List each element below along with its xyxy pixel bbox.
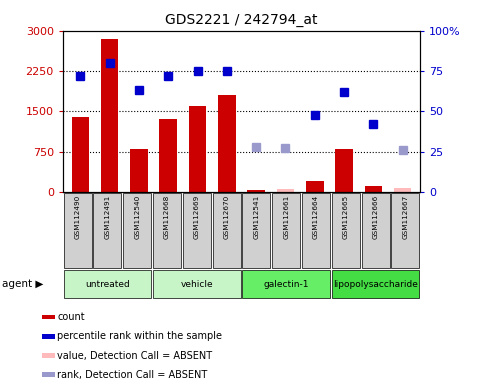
- Text: vehicle: vehicle: [181, 280, 213, 289]
- Text: GSM112670: GSM112670: [224, 194, 229, 238]
- Text: GSM112664: GSM112664: [313, 194, 319, 238]
- Bar: [218, 95, 236, 192]
- Bar: [123, 193, 151, 268]
- Text: GSM112665: GSM112665: [343, 194, 349, 238]
- Bar: [153, 270, 241, 298]
- Bar: [43, 315, 55, 319]
- Text: percentile rank within the sample: percentile rank within the sample: [57, 331, 222, 341]
- Bar: [272, 193, 300, 268]
- Bar: [94, 193, 121, 268]
- Bar: [332, 270, 419, 298]
- Bar: [183, 193, 211, 268]
- Bar: [394, 188, 412, 192]
- Bar: [306, 181, 324, 192]
- Bar: [302, 193, 330, 268]
- Bar: [391, 193, 419, 268]
- Bar: [64, 270, 151, 298]
- Text: GSM112491: GSM112491: [104, 194, 111, 238]
- Bar: [242, 193, 270, 268]
- Text: GSM112667: GSM112667: [402, 194, 408, 238]
- Text: lipopolysaccharide: lipopolysaccharide: [333, 280, 418, 289]
- Bar: [43, 372, 55, 377]
- Text: GSM112669: GSM112669: [194, 194, 200, 238]
- Bar: [362, 193, 389, 268]
- Bar: [130, 149, 148, 192]
- Text: count: count: [57, 312, 85, 322]
- Text: GSM112541: GSM112541: [254, 194, 259, 238]
- Text: agent ▶: agent ▶: [2, 279, 44, 289]
- Text: GDS2221 / 242794_at: GDS2221 / 242794_at: [165, 13, 318, 27]
- Bar: [101, 39, 118, 192]
- Bar: [365, 185, 382, 192]
- Bar: [247, 190, 265, 192]
- Bar: [213, 193, 241, 268]
- Bar: [242, 270, 330, 298]
- Bar: [277, 189, 294, 192]
- Bar: [43, 353, 55, 358]
- Text: GSM112490: GSM112490: [75, 194, 81, 238]
- Text: GSM112661: GSM112661: [283, 194, 289, 238]
- Bar: [189, 106, 206, 192]
- Text: value, Detection Call = ABSENT: value, Detection Call = ABSENT: [57, 351, 213, 361]
- Text: galectin-1: galectin-1: [263, 280, 309, 289]
- Text: GSM112540: GSM112540: [134, 194, 140, 238]
- Bar: [64, 193, 92, 268]
- Bar: [153, 193, 181, 268]
- Bar: [332, 193, 360, 268]
- Text: GSM112666: GSM112666: [372, 194, 379, 238]
- Bar: [43, 334, 55, 339]
- Bar: [159, 119, 177, 192]
- Bar: [335, 149, 353, 192]
- Text: GSM112668: GSM112668: [164, 194, 170, 238]
- Text: untreated: untreated: [85, 280, 130, 289]
- Bar: [71, 117, 89, 192]
- Text: rank, Detection Call = ABSENT: rank, Detection Call = ABSENT: [57, 370, 208, 380]
